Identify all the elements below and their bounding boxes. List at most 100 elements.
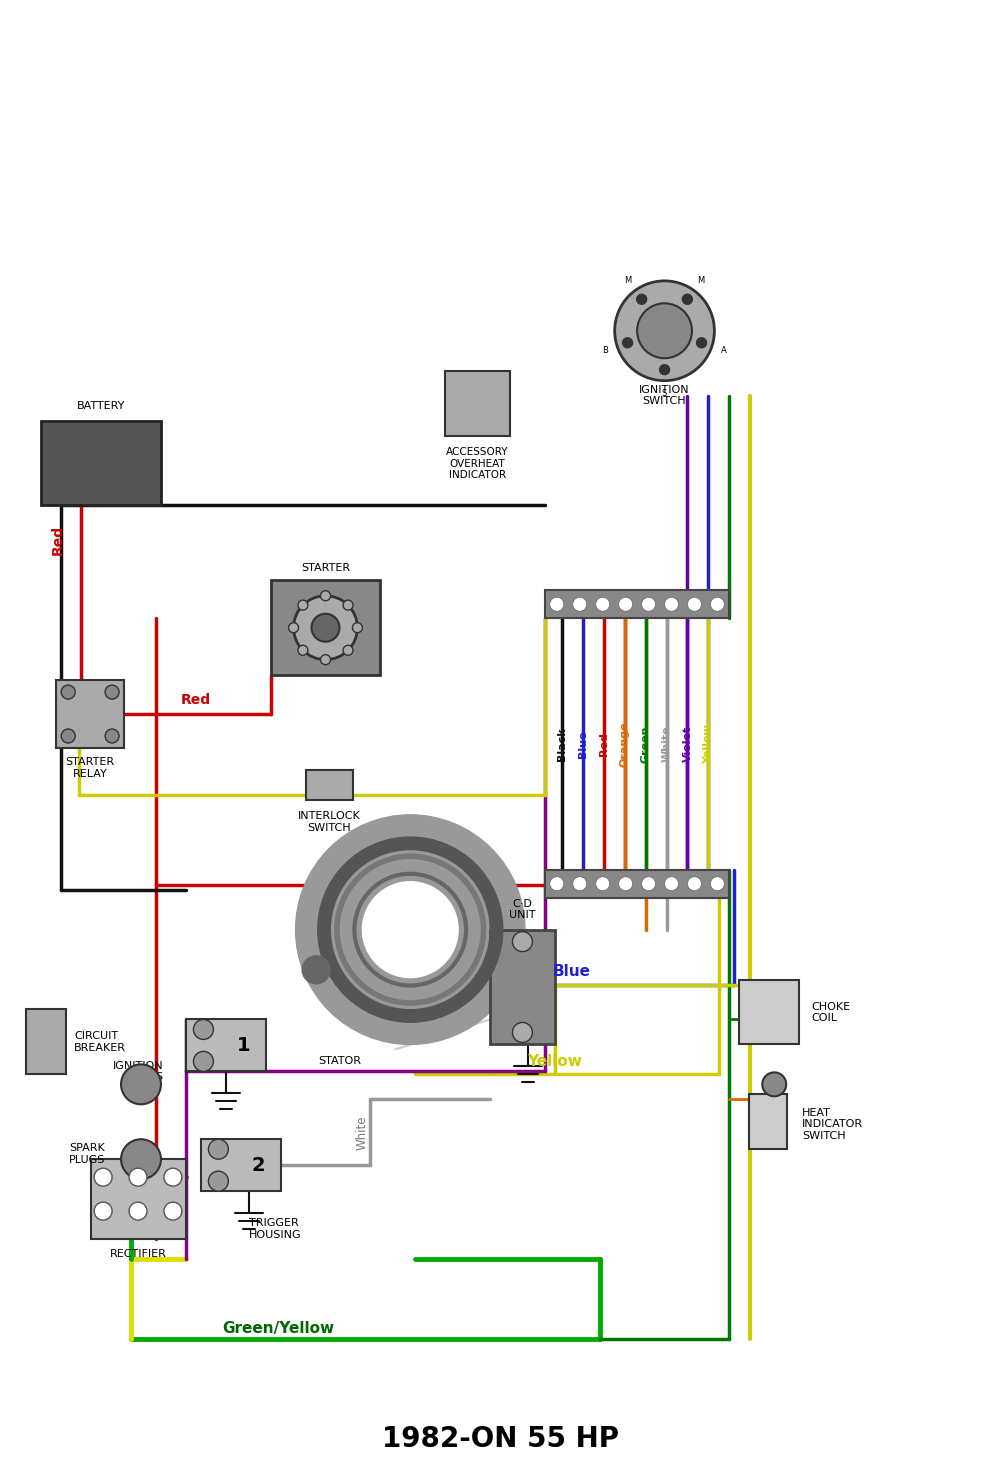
Text: ACCESSORY
OVERHEAT
INDICATOR: ACCESSORY OVERHEAT INDICATOR	[446, 447, 509, 480]
Circle shape	[665, 877, 679, 890]
Circle shape	[352, 623, 362, 633]
Circle shape	[121, 1064, 161, 1104]
Circle shape	[619, 598, 633, 611]
FancyBboxPatch shape	[545, 869, 729, 897]
Circle shape	[298, 645, 308, 655]
Text: Blue: Blue	[553, 964, 591, 979]
Circle shape	[687, 598, 701, 611]
Text: Red: Red	[599, 732, 609, 756]
Circle shape	[637, 294, 647, 304]
Circle shape	[121, 1139, 161, 1179]
Circle shape	[642, 877, 656, 890]
FancyBboxPatch shape	[271, 580, 380, 675]
Circle shape	[298, 601, 308, 610]
Text: IGNITION
SWITCH: IGNITION SWITCH	[639, 385, 690, 406]
Circle shape	[623, 338, 633, 348]
Text: STARTER: STARTER	[301, 564, 350, 573]
Circle shape	[637, 304, 692, 359]
Text: RECTIFIER: RECTIFIER	[110, 1249, 167, 1259]
Circle shape	[615, 280, 714, 381]
Text: CIRCUIT
BREAKER: CIRCUIT BREAKER	[74, 1032, 126, 1052]
FancyBboxPatch shape	[490, 930, 555, 1045]
Text: STATOR: STATOR	[319, 1057, 362, 1066]
Text: BATTERY: BATTERY	[77, 400, 125, 410]
Text: White: White	[662, 726, 672, 762]
Text: Yellow: Yellow	[703, 725, 713, 765]
FancyBboxPatch shape	[739, 980, 799, 1045]
Circle shape	[294, 596, 357, 660]
Circle shape	[289, 623, 299, 633]
Circle shape	[94, 1201, 112, 1221]
Circle shape	[762, 1073, 786, 1097]
Circle shape	[343, 645, 353, 655]
Circle shape	[129, 1168, 147, 1187]
FancyBboxPatch shape	[306, 770, 353, 800]
Text: Yellow: Yellow	[527, 1054, 582, 1069]
Circle shape	[61, 685, 75, 700]
Text: Violet: Violet	[682, 726, 692, 762]
Circle shape	[710, 877, 724, 890]
Circle shape	[642, 598, 656, 611]
Circle shape	[573, 877, 587, 890]
Text: HEAT
INDICATOR
SWITCH: HEAT INDICATOR SWITCH	[802, 1107, 863, 1141]
Circle shape	[312, 614, 339, 642]
Text: INTERLOCK
SWITCH: INTERLOCK SWITCH	[298, 810, 361, 832]
Circle shape	[550, 877, 564, 890]
FancyBboxPatch shape	[445, 370, 510, 435]
Circle shape	[512, 931, 532, 952]
FancyBboxPatch shape	[545, 590, 729, 618]
Circle shape	[596, 598, 610, 611]
Circle shape	[164, 1168, 182, 1187]
FancyBboxPatch shape	[56, 680, 124, 748]
FancyBboxPatch shape	[26, 1010, 66, 1075]
Circle shape	[129, 1201, 147, 1221]
Text: TRIGGER
HOUSING: TRIGGER HOUSING	[249, 1218, 301, 1240]
Circle shape	[710, 598, 724, 611]
Text: Orange: Orange	[620, 722, 630, 768]
Circle shape	[660, 365, 670, 375]
Circle shape	[682, 294, 692, 304]
Text: S: S	[662, 388, 667, 397]
Text: Red: Red	[181, 694, 211, 707]
Text: Red: Red	[51, 525, 65, 555]
FancyBboxPatch shape	[41, 421, 161, 505]
Text: CHOKE
COIL: CHOKE COIL	[811, 1002, 850, 1023]
FancyBboxPatch shape	[749, 1094, 787, 1150]
Text: STARTER
RELAY: STARTER RELAY	[66, 757, 115, 779]
Circle shape	[596, 877, 610, 890]
Circle shape	[208, 1170, 228, 1191]
Circle shape	[665, 598, 679, 611]
Circle shape	[362, 881, 458, 977]
Circle shape	[105, 685, 119, 700]
Text: M: M	[624, 276, 632, 285]
Text: SPARK
PLUGS: SPARK PLUGS	[69, 1144, 106, 1165]
Circle shape	[321, 590, 330, 601]
Circle shape	[573, 598, 587, 611]
Text: M: M	[698, 276, 705, 285]
Circle shape	[550, 598, 564, 611]
Circle shape	[296, 815, 525, 1045]
FancyBboxPatch shape	[201, 1139, 281, 1191]
Text: Green: Green	[641, 725, 651, 763]
Circle shape	[193, 1020, 213, 1039]
Text: White: White	[356, 1114, 369, 1150]
Text: 1: 1	[237, 1036, 250, 1055]
Circle shape	[208, 1139, 228, 1159]
Text: Black: Black	[557, 728, 567, 760]
Circle shape	[343, 601, 353, 610]
Circle shape	[321, 655, 330, 664]
Text: Blue: Blue	[578, 731, 588, 757]
Circle shape	[687, 877, 701, 890]
Circle shape	[697, 338, 707, 348]
FancyBboxPatch shape	[91, 1159, 186, 1238]
Circle shape	[164, 1201, 182, 1221]
Text: C·D
UNIT: C·D UNIT	[509, 899, 536, 921]
Circle shape	[61, 729, 75, 742]
Circle shape	[94, 1168, 112, 1187]
Text: B: B	[602, 345, 608, 354]
Circle shape	[619, 877, 633, 890]
Circle shape	[512, 1023, 532, 1042]
Text: 1982-ON 55 HP: 1982-ON 55 HP	[382, 1424, 618, 1452]
Text: IGNITION
COILS: IGNITION COILS	[113, 1061, 164, 1082]
Circle shape	[302, 956, 330, 984]
